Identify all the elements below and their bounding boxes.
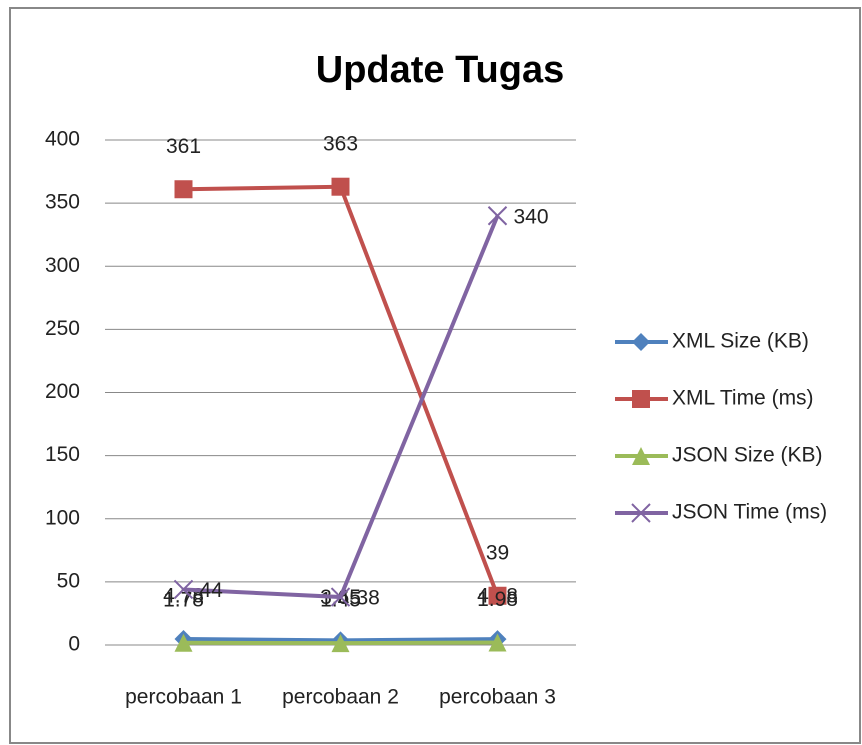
marker: [174, 180, 193, 199]
y-tick-label: 0: [68, 633, 80, 656]
data-label: 39: [486, 541, 509, 564]
data-label: 1.98: [477, 588, 518, 611]
y-tick-label: 150: [45, 443, 80, 466]
marker: [632, 333, 650, 351]
data-label: 38: [357, 587, 380, 610]
legend-label: XML Size (KB): [672, 330, 809, 353]
x-tick-label: percobaan 3: [439, 686, 556, 709]
marker: [632, 447, 650, 465]
y-tick-label: 50: [57, 569, 80, 592]
y-tick-label: 400: [45, 128, 80, 151]
chart-frame: [9, 7, 861, 744]
y-tick-label: 100: [45, 506, 80, 529]
x-tick-label: percobaan 1: [125, 686, 242, 709]
marker: [488, 633, 507, 652]
marker: [632, 390, 650, 408]
data-label: 340: [514, 205, 549, 228]
marker: [331, 177, 350, 196]
marker: [173, 579, 194, 600]
data-label: 1.78: [163, 588, 204, 611]
marker: [174, 633, 193, 652]
legend-label: XML Time (ms): [672, 387, 814, 410]
marker: [487, 206, 508, 226]
y-tick-label: 200: [45, 380, 80, 403]
marker: [331, 634, 350, 653]
y-tick-label: 300: [45, 254, 80, 277]
x-tick-label: percobaan 2: [282, 686, 399, 709]
y-tick-label: 250: [45, 317, 80, 340]
marker: [488, 586, 507, 605]
marker: [330, 587, 351, 607]
legend-label: JSON Size (KB): [672, 444, 823, 467]
data-label: 44: [200, 579, 224, 602]
legend-label: JSON Time (ms): [672, 501, 827, 524]
chart-title: Update Tugas: [316, 49, 564, 91]
marker: [631, 503, 651, 523]
y-tick-label: 350: [45, 191, 80, 214]
data-label: 1.45: [320, 589, 361, 612]
data-label: 363: [323, 132, 358, 155]
data-label: 361: [166, 135, 201, 158]
